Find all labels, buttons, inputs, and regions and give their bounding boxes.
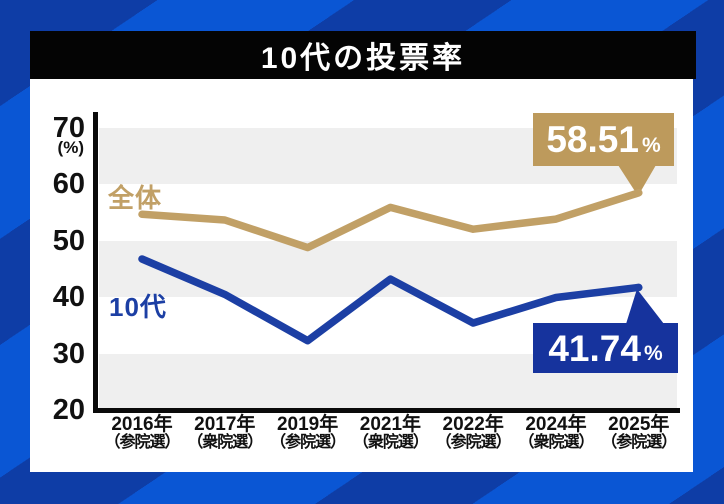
callout-teens-value: 41.74 (548, 327, 641, 369)
x-axis-line (93, 408, 680, 413)
x-tick-election: （参院選） (435, 434, 512, 451)
y-tick-label: 30 (52, 337, 85, 370)
series-label-teens: 10代 (109, 292, 167, 322)
x-tick-year: 2019年 (276, 414, 339, 435)
y-tick-label: 50 (52, 224, 85, 257)
callout-teens: 41.74 % (533, 323, 678, 373)
y-tick-label: 20 (52, 394, 85, 426)
series-label-overall: 全体 (108, 183, 163, 213)
x-tick-label: 2024年 （衆院選） (508, 415, 604, 452)
page-title: 10代の投票率 (260, 42, 466, 75)
y-axis-unit-label: (%) (57, 138, 84, 157)
x-tick-label: 2019年 （参院選） (260, 415, 356, 452)
x-tick-label: 2016年 （参院選） (94, 415, 190, 452)
x-tick-label: 2022年 （参院選） (425, 415, 521, 452)
callout-tail-teens (626, 289, 664, 324)
line-teens (138, 255, 643, 345)
x-tick-label: 2017年 （衆院選） (177, 415, 273, 452)
x-tick-year: 2017年 (194, 414, 256, 435)
y-tick-label: 40 (52, 281, 85, 314)
x-tick-year: 2021年 (359, 414, 422, 435)
chart-panel: 70 60 50 40 30 20 (%) 全体 10代 58.51 % 41.74 % … (30, 79, 693, 472)
y-tick-label: 60 (52, 168, 85, 201)
x-tick-label: 2025年 （参院選） (591, 415, 687, 452)
x-tick-year: 2022年 (442, 414, 504, 435)
line-chart (138, 165, 664, 345)
x-tick-election: （衆院選） (518, 434, 594, 451)
callout-tail-overall (618, 165, 656, 196)
grid-band (99, 240, 677, 298)
x-tick-label: 2021年 （衆院選） (342, 415, 438, 452)
y-tick-label: 70 (52, 112, 85, 144)
x-tick-election: （参院選） (601, 434, 677, 451)
line-overall (138, 189, 643, 252)
x-tick-election: （参院選） (270, 434, 346, 451)
callout-overall-percent-sign: % (641, 133, 661, 157)
callout-overall-value: 58.51 (546, 119, 639, 160)
x-tick-election: （衆院選） (187, 434, 263, 451)
callout-overall: 58.51 % (533, 113, 674, 166)
x-tick-year: 2025年 (608, 414, 670, 435)
x-tick-year: 2016年 (111, 414, 173, 435)
x-tick-year: 2024年 (525, 414, 587, 435)
y-axis-line (93, 112, 98, 413)
title-bar: 10代の投票率 (30, 31, 696, 79)
x-tick-election: （参院選） (104, 434, 180, 451)
x-tick-election: （衆院選） (352, 434, 429, 451)
callout-teens-percent-sign: % (643, 342, 663, 365)
